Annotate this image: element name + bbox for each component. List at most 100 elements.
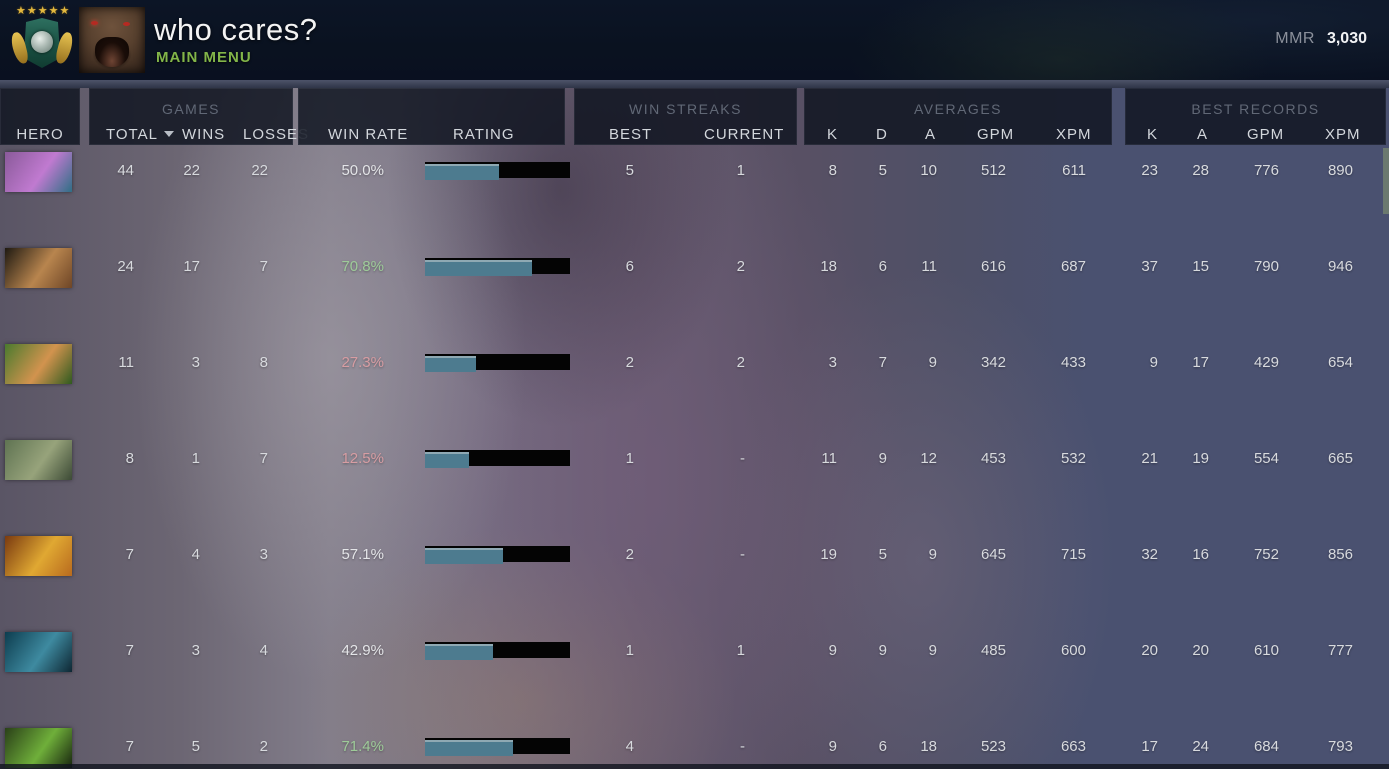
gpm-cell: 342 xyxy=(980,354,1006,371)
gpm-cell: 645 xyxy=(980,546,1006,563)
wins-cell: 22 xyxy=(183,162,200,179)
streak-best-cell: 1 xyxy=(625,450,634,467)
profile-avatar[interactable] xyxy=(79,7,145,73)
streak-current-cell: - xyxy=(740,738,745,755)
rating-bar-fill xyxy=(425,452,469,468)
a-cell: 9 xyxy=(928,642,937,659)
panel-bottom-edge xyxy=(0,764,1389,769)
hero-row-windranger[interactable]: 27.3% 11 3 8 2 2 3 7 9 342 433 9 17 429 654 xyxy=(0,340,1389,388)
header-box-win-streaks: WIN STREAKS BEST CURRENT xyxy=(574,88,797,145)
col-header-best[interactable]: BEST xyxy=(609,126,653,143)
col-header-losses[interactable]: LOSSES xyxy=(243,126,310,143)
xpm-cell: 663 xyxy=(1060,738,1086,755)
viper-icon[interactable] xyxy=(5,728,72,768)
necrophos-icon[interactable] xyxy=(5,440,72,480)
col-header-best-xpm[interactable]: XPM xyxy=(1325,126,1361,143)
losses-cell: 22 xyxy=(251,162,268,179)
streak-current-cell: 1 xyxy=(736,642,745,659)
rating-bar xyxy=(425,340,570,388)
rank-emblem-icon: ★★★★★ xyxy=(9,5,75,74)
total-cell: 7 xyxy=(125,546,134,563)
hero-row-monkey-king[interactable]: 70.8% 24 17 7 6 2 18 6 11 616 687 37 15 790 946 xyxy=(0,244,1389,292)
col-header-avg-a[interactable]: A xyxy=(925,126,937,143)
rating-bar xyxy=(425,148,570,196)
col-header-best-a[interactable]: A xyxy=(1197,126,1209,143)
group-header-best-records: BEST RECORDS xyxy=(1191,101,1320,117)
ba-cell: 16 xyxy=(1192,546,1209,563)
rank-stars: ★★★★★ xyxy=(16,5,71,17)
losses-cell: 7 xyxy=(259,258,268,275)
bgpm-cell: 554 xyxy=(1253,450,1279,467)
hero-row-templar-assassin[interactable]: 50.0% 44 22 22 5 1 8 5 10 512 611 23 28 776 890 xyxy=(0,148,1389,196)
rating-bar xyxy=(425,436,570,484)
xpm-cell: 600 xyxy=(1060,642,1086,659)
win-rate-cell: 12.5% xyxy=(341,450,384,467)
wins-cell: 5 xyxy=(191,738,200,755)
k-cell: 8 xyxy=(828,162,837,179)
doom-icon[interactable] xyxy=(5,536,72,576)
templar-assassin-icon[interactable] xyxy=(5,152,72,192)
bxpm-cell: 665 xyxy=(1327,450,1353,467)
hero-row-phantom-assassin[interactable]: 42.9% 7 3 4 1 1 9 9 9 485 600 20 20 610 777 xyxy=(0,628,1389,676)
player-name: who cares? xyxy=(154,12,318,47)
col-header-current[interactable]: CURRENT xyxy=(704,126,785,143)
a-cell: 9 xyxy=(928,354,937,371)
hero-row-doom[interactable]: 57.1% 7 4 3 2-19 5 9 645 715 32 16 752 856 xyxy=(0,532,1389,580)
wins-cell: 3 xyxy=(191,642,200,659)
streak-best-cell: 1 xyxy=(625,642,634,659)
phantom-assassin-icon[interactable] xyxy=(5,632,72,672)
bxpm-cell: 856 xyxy=(1327,546,1353,563)
col-header-win-rate[interactable]: WIN RATE xyxy=(328,126,409,143)
hero-row-viper[interactable]: 71.4% 7 5 2 4-9 6 18 523 663 17 24 684 793 xyxy=(0,724,1389,769)
header-box-rating: WIN RATE RATING xyxy=(298,88,565,145)
streak-current-cell: - xyxy=(740,450,745,467)
col-header-best-gpm[interactable]: GPM xyxy=(1247,126,1285,143)
scrollbar-thumb[interactable] xyxy=(1383,148,1389,214)
hero-stats-panel: HERO GAMES TOTAL WINS LOSSES WIN RATE RA… xyxy=(0,80,1389,769)
win-rate-cell: 42.9% xyxy=(341,642,384,659)
rating-bar-fill xyxy=(425,164,499,180)
losses-cell: 8 xyxy=(259,354,268,371)
rating-bar xyxy=(425,724,570,769)
col-header-total[interactable]: TOTAL xyxy=(106,126,174,143)
header-box-games: GAMES TOTAL WINS LOSSES xyxy=(89,88,308,145)
col-header-avg-k[interactable]: K xyxy=(827,126,839,143)
bk-cell: 23 xyxy=(1141,162,1158,179)
col-header-avg-xpm[interactable]: XPM xyxy=(1056,126,1092,143)
rating-bar xyxy=(425,628,570,676)
d-cell: 6 xyxy=(878,738,887,755)
bgpm-cell: 610 xyxy=(1253,642,1279,659)
total-cell: 7 xyxy=(125,738,134,755)
monkey-king-icon[interactable] xyxy=(5,248,72,288)
k-cell: 18 xyxy=(820,258,837,275)
xpm-cell: 532 xyxy=(1060,450,1086,467)
bxpm-cell: 793 xyxy=(1327,738,1353,755)
bgpm-cell: 684 xyxy=(1253,738,1279,755)
wins-cell: 3 xyxy=(191,354,200,371)
windranger-icon[interactable] xyxy=(5,344,72,384)
col-header-avg-d[interactable]: D xyxy=(876,126,888,143)
header-box-hero: HERO xyxy=(0,88,80,145)
wins-cell: 17 xyxy=(183,258,200,275)
streak-current-cell: 1 xyxy=(736,162,745,179)
gpm-cell: 453 xyxy=(980,450,1006,467)
main-menu-link[interactable]: MAIN MENU xyxy=(156,49,252,66)
col-header-rating[interactable]: RATING xyxy=(453,126,515,143)
streak-current-cell: 2 xyxy=(736,354,745,371)
k-cell: 9 xyxy=(828,738,837,755)
win-rate-cell: 27.3% xyxy=(341,354,384,371)
rating-bar-fill xyxy=(425,740,513,756)
ba-cell: 28 xyxy=(1192,162,1209,179)
streak-best-cell: 5 xyxy=(625,162,634,179)
win-rate-cell: 70.8% xyxy=(341,258,384,275)
d-cell: 9 xyxy=(878,642,887,659)
col-header-avg-gpm[interactable]: GPM xyxy=(977,126,1015,143)
a-cell: 12 xyxy=(920,450,937,467)
losses-cell: 4 xyxy=(259,642,268,659)
gpm-cell: 485 xyxy=(980,642,1006,659)
hero-row-necrophos[interactable]: 12.5% 8 1 7 1 - 11 9 12 453 532 21 19 554 665 xyxy=(0,436,1389,484)
k-cell: 19 xyxy=(820,546,837,563)
col-header-wins[interactable]: WINS xyxy=(182,126,226,143)
col-header-hero[interactable]: HERO xyxy=(16,126,64,143)
col-header-best-k[interactable]: K xyxy=(1147,126,1159,143)
